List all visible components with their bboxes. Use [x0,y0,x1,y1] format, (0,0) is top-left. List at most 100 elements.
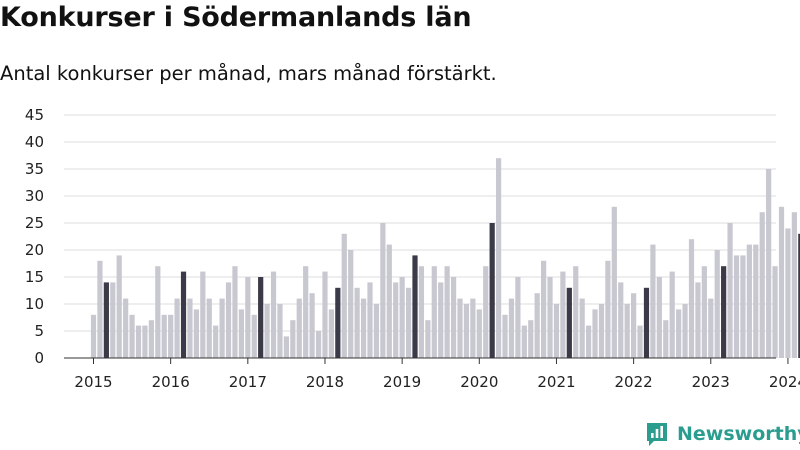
bar-2016-07 [206,298,212,358]
bar-2019-10 [457,298,463,358]
bar-2023-03 [721,266,727,358]
y-tick-label: 5 [34,322,44,340]
bar-2023-11 [772,266,778,358]
y-tick-label: 20 [25,241,44,259]
bar-2019-08 [444,266,450,358]
bar-2016-12 [238,309,244,358]
bar-2018-02 [328,309,335,358]
bar-2021-09 [605,260,611,358]
bar-2016-04 [187,298,193,358]
bar-2018-05 [348,250,354,358]
bar-2023-08 [753,244,759,358]
brand-name: Newsworthy [677,423,800,445]
bar-2022-01 [631,293,637,358]
bar-2018-01 [322,271,328,358]
bar-2019-01 [399,277,405,358]
bar-2016-01 [168,314,174,358]
bar-2015-11 [155,266,161,358]
bar-2017-09 [296,298,302,358]
bar-2018-12 [393,282,399,358]
x-tick-label: 2017 [229,373,267,391]
bar-2019-09 [450,277,457,358]
newsworthy-brand: Newsworthy [645,420,800,448]
bar-2019-02 [405,287,412,358]
bar-2018-04 [341,233,347,358]
bar-2016-08 [213,325,219,358]
bar-2021-01 [553,304,560,358]
x-tick-label: 2018 [306,373,344,391]
bar-2016-05 [193,309,199,358]
y-tick-label: 30 [25,187,44,205]
bar-2022-09 [682,304,688,358]
bar-2017-10 [303,266,309,358]
bar-2017-05 [270,271,277,358]
bar-2017-02 [251,314,257,358]
x-tick-label: 2016 [152,373,190,391]
bar-2016-11 [232,266,238,358]
bar-2020-10 [534,293,540,358]
bar-2022-06 [663,320,669,358]
bar-2015-04 [110,282,116,358]
bar-2022-11 [695,282,701,358]
bar-2019-03 [412,255,418,358]
bar-2015-03 [103,282,109,358]
x-tick-label: 2022 [615,373,653,391]
bar-2015-12 [161,314,167,358]
bar-2020-02 [483,266,489,358]
bar-2023-05 [733,255,740,358]
bar-2017-01 [245,277,251,358]
bar-2019-11 [463,304,470,358]
bar-2020-03 [489,223,495,358]
bar-2016-03 [180,271,187,358]
bar-2021-06 [586,325,592,358]
chart-title: Konkurser i Södermanlands län [0,2,472,33]
x-tick-label: 2019 [383,373,421,391]
bar-2020-05 [502,314,508,358]
x-tick-label: 2015 [74,373,112,391]
bar-2015-08 [135,325,142,358]
bar-2019-06 [431,266,437,358]
bar-2022-03 [643,287,650,358]
bar-2020-11 [541,260,547,358]
y-tick-label: 0 [34,349,44,367]
bar-2020-04 [495,158,502,358]
bar-2022-05 [656,277,662,358]
bar-2018-06 [354,287,360,358]
bar-2015-06 [123,298,129,358]
bar-2022-08 [676,309,682,358]
bar-2016-06 [200,271,206,358]
bar-2023-06 [740,255,746,358]
bar-2018-03 [335,287,341,358]
bar-2015-07 [129,314,135,358]
bar-2018-10 [380,223,386,358]
bar-2017-08 [290,320,296,358]
bar-2022-02 [637,325,643,358]
bar-2017-04 [264,304,270,358]
bar-2018-09 [373,304,380,358]
bar-2017-12 [315,331,322,358]
bar-2021-03 [566,287,572,358]
bar-2015-09 [142,325,148,358]
bar-2020-08 [521,325,527,358]
y-axis-ticks: 0 5 10 15 20 25 30 35 40 45 [25,106,44,367]
y-tick-label: 15 [25,268,44,286]
bar-2020-09 [528,320,534,358]
bar-2017-11 [309,293,315,358]
bar-2020-06 [508,298,515,358]
x-tick-label: 2023 [692,373,730,391]
x-tick-label: 2020 [460,373,498,391]
bar-2015-01 [90,314,97,358]
bar-2019-05 [425,320,431,358]
bar-2016-02 [174,298,180,358]
bar-2019-04 [418,266,425,358]
y-tick-label: 10 [25,295,44,313]
newsworthy-logo-icon [647,423,667,446]
bar-2022-04 [650,244,656,358]
bar-2020-07 [515,277,521,358]
bar-2018-07 [360,298,367,358]
y-tick-label: 25 [25,214,44,232]
bar-2022-07 [669,271,675,358]
y-tick-label: 40 [25,133,44,151]
bar-2016-09 [219,298,225,358]
